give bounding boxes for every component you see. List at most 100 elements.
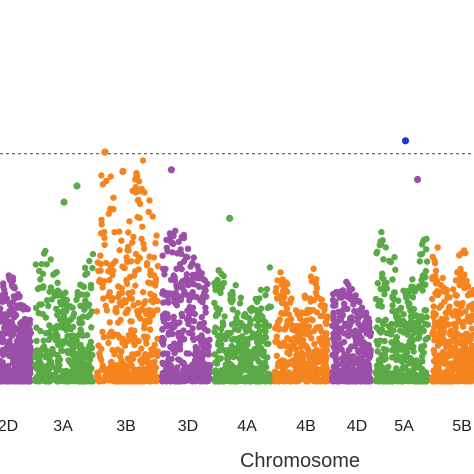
data-point	[393, 342, 401, 349]
data-point	[331, 290, 339, 297]
data-point	[329, 322, 336, 330]
data-point	[465, 303, 472, 310]
data-point	[119, 339, 126, 346]
data-point	[128, 372, 136, 379]
data-point	[59, 341, 66, 348]
data-point	[106, 289, 114, 296]
data-point	[405, 290, 412, 297]
data-point	[174, 375, 181, 383]
data-point	[405, 377, 412, 385]
data-point	[12, 366, 19, 373]
data-point	[86, 357, 94, 364]
data-point	[457, 279, 464, 287]
data-point	[78, 319, 86, 327]
data-point	[470, 286, 474, 294]
data-point	[9, 277, 16, 284]
data-point	[165, 331, 172, 338]
data-point	[196, 362, 203, 369]
data-point	[65, 339, 72, 346]
data-point	[373, 324, 380, 331]
data-point	[133, 350, 140, 358]
data-point	[306, 308, 313, 315]
data-point	[121, 264, 128, 272]
data-point	[238, 350, 245, 357]
data-point	[470, 343, 474, 350]
data-point	[468, 349, 474, 356]
data-point	[21, 331, 28, 338]
data-point	[310, 348, 317, 356]
data-point	[380, 318, 387, 325]
data-point	[152, 373, 159, 381]
data-point	[387, 326, 394, 333]
data-point	[201, 284, 208, 292]
data-point	[293, 352, 300, 359]
data-point	[253, 322, 261, 329]
data-point	[286, 299, 294, 306]
data-point	[286, 360, 293, 367]
data-point	[151, 341, 158, 349]
data-point	[441, 298, 448, 305]
data-point	[423, 313, 430, 321]
data-point	[40, 337, 47, 344]
data-point	[106, 276, 113, 284]
data-point	[89, 250, 97, 258]
data-point	[97, 230, 105, 237]
data-point	[128, 318, 135, 325]
data-point	[253, 355, 261, 363]
data-point	[20, 302, 27, 310]
highlight-point	[167, 166, 175, 174]
data-point	[199, 335, 206, 343]
data-point	[130, 233, 137, 241]
data-point	[273, 372, 280, 379]
data-point	[264, 354, 271, 361]
data-point	[0, 311, 5, 318]
data-point	[150, 254, 158, 261]
data-point	[40, 250, 48, 257]
data-point	[0, 370, 8, 377]
data-point	[161, 310, 169, 317]
data-point	[106, 319, 114, 326]
data-point	[48, 358, 55, 366]
data-point	[21, 336, 28, 343]
data-point	[255, 377, 262, 385]
data-point	[468, 325, 474, 332]
highlight-point	[73, 182, 81, 190]
data-point	[433, 378, 440, 385]
data-point	[387, 370, 394, 377]
data-point	[407, 318, 415, 325]
data-point	[349, 367, 356, 374]
data-point	[446, 303, 453, 310]
data-point	[304, 345, 312, 353]
data-point	[342, 322, 349, 329]
data-point	[18, 319, 25, 326]
data-point	[199, 354, 206, 361]
data-point	[67, 332, 74, 340]
data-point	[422, 281, 429, 288]
data-point	[382, 244, 389, 251]
data-point	[136, 214, 143, 222]
data-point	[300, 351, 307, 359]
data-point	[409, 294, 417, 301]
data-point	[442, 309, 449, 317]
data-point	[446, 375, 454, 382]
data-point	[236, 334, 243, 342]
data-point	[83, 369, 91, 377]
data-point	[281, 368, 288, 376]
data-point	[129, 187, 136, 194]
data-point	[145, 279, 152, 286]
data-point	[10, 371, 17, 378]
data-point	[449, 337, 457, 344]
data-point	[5, 319, 13, 326]
data-point	[26, 330, 33, 337]
data-point	[77, 330, 84, 337]
data-point	[175, 238, 182, 245]
data-point	[423, 258, 431, 265]
data-point	[164, 297, 171, 304]
data-point	[395, 314, 402, 321]
data-point	[125, 306, 132, 313]
data-point	[193, 355, 200, 362]
data-point	[391, 289, 398, 296]
data-point	[282, 325, 289, 332]
data-point	[46, 288, 53, 295]
data-point	[265, 322, 273, 330]
